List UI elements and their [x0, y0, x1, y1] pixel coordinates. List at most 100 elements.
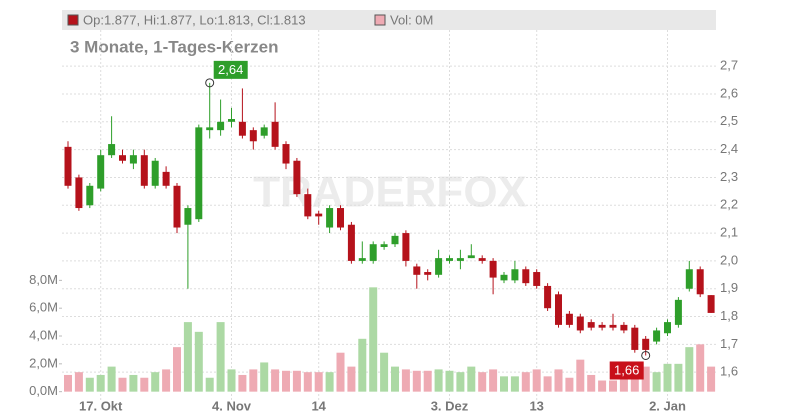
x-tick-label: 4. Nov: [212, 398, 252, 413]
candle-body: [565, 313, 573, 325]
volume-bar: [260, 362, 269, 392]
volume-bar: [227, 369, 236, 392]
candle-body: [326, 208, 334, 228]
volume-bar: [96, 374, 105, 392]
candle-body: [86, 185, 94, 206]
volume-bar: [434, 369, 443, 392]
candle-body: [478, 258, 486, 261]
candle-body: [456, 258, 464, 261]
candle-body: [119, 155, 126, 161]
candle-body: [446, 258, 453, 261]
candle-body: [97, 155, 105, 189]
candle-body: [195, 127, 203, 220]
candle-body: [522, 269, 530, 284]
volume-bar: [696, 344, 705, 392]
volume-bar: [445, 370, 454, 392]
volume-bar: [456, 372, 465, 392]
price-legend-swatch: [67, 14, 79, 26]
volume-bar: [412, 370, 421, 392]
volume-bar: [609, 380, 617, 392]
volume-bar: [325, 372, 334, 392]
candle-body: [402, 233, 410, 261]
candle-body: [391, 235, 399, 245]
annotation-label: 1,66: [614, 362, 639, 377]
candle-body: [609, 324, 617, 328]
y2-tick-label: 4,0M: [29, 327, 58, 342]
volume-bar: [282, 370, 290, 392]
volume-bar: [401, 369, 410, 392]
candle-body: [304, 194, 312, 217]
y-tick-label: 1,7: [720, 336, 738, 351]
candle-body: [271, 121, 279, 147]
y2-tick-label: 8,0M: [29, 272, 58, 287]
y-tick-label: 2,0: [720, 252, 738, 267]
candle-body: [631, 327, 639, 350]
volume-bar: [423, 370, 432, 392]
annotation-box: [609, 361, 644, 380]
volume-bar: [271, 369, 280, 392]
y-tick-label: 2,5: [720, 113, 738, 128]
volume-bar: [391, 366, 399, 392]
y2-tick-label: 2,0M: [29, 355, 58, 370]
volume-bar: [467, 366, 476, 392]
candle-body: [249, 130, 257, 142]
y-tick-label: 1,8: [720, 308, 738, 323]
candle-body: [664, 322, 671, 334]
candle-body: [315, 213, 323, 217]
volume-bar: [194, 331, 203, 392]
candle-body: [75, 177, 83, 209]
volume-bar: [74, 372, 83, 392]
volume-bar: [543, 376, 552, 392]
x-tick-label: 3. Dez: [431, 398, 469, 413]
volume-bar: [85, 377, 94, 392]
volume-bar: [674, 363, 683, 392]
annotation-box: [213, 60, 248, 79]
volume-bar: [576, 359, 585, 392]
volume-bar: [336, 352, 345, 392]
volume-bar: [292, 370, 301, 392]
volume-bar: [173, 347, 181, 392]
annotation-label: 2,64: [218, 62, 243, 77]
volume-bar: [118, 377, 127, 392]
x-tick-label: 17. Okt: [79, 398, 123, 413]
candle-body: [576, 316, 584, 331]
candle-body: [108, 144, 116, 156]
candle-body: [685, 269, 693, 289]
volume-bar: [162, 369, 171, 392]
candle-body: [173, 185, 181, 228]
volume-bar: [183, 322, 192, 392]
candle-body: [369, 244, 377, 261]
volume-bar: [140, 377, 149, 392]
x-tick-label: 14: [311, 398, 326, 413]
volume-bar: [521, 372, 530, 392]
candle-body: [544, 285, 552, 309]
candle-body: [380, 244, 388, 247]
volume-bar: [249, 369, 258, 392]
candle-body: [358, 258, 366, 261]
candle-body: [555, 294, 562, 325]
volume-bar: [64, 374, 72, 392]
candle-body: [674, 299, 682, 325]
candle-body: [500, 274, 508, 281]
candle-body: [435, 258, 443, 275]
candle-body: [129, 155, 137, 164]
volume-bar: [151, 372, 160, 392]
volume-legend: Vol: 0M: [390, 12, 433, 27]
volume-bar: [510, 376, 519, 392]
candle-body: [413, 266, 421, 275]
volume-bar: [129, 374, 138, 392]
candle-body: [184, 208, 192, 225]
candle-body: [533, 272, 541, 286]
y-tick-label: 2,2: [720, 197, 738, 212]
volume-bar: [478, 372, 487, 392]
y-tick-label: 2,6: [720, 85, 738, 100]
candle-body: [347, 224, 355, 261]
x-tick-label: 13: [529, 398, 543, 413]
volume-bar: [641, 366, 650, 392]
candle-body: [260, 127, 268, 136]
candle-body: [489, 260, 497, 278]
volume-bar: [663, 363, 672, 392]
price-legend: Op:1.877, Hi:1.877, Lo:1.813, Cl:1.813: [83, 12, 306, 27]
